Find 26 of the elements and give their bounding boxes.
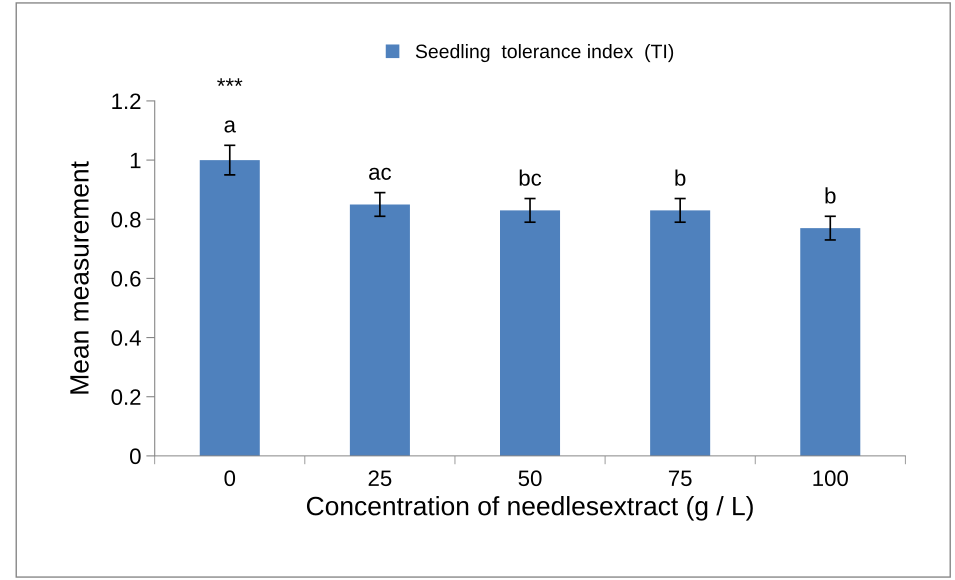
x-tick-label: 25 xyxy=(368,470,392,486)
y-tick-label: 0 xyxy=(130,448,141,464)
legend-label: Seedling tolerance index (TI) xyxy=(416,44,674,62)
bar xyxy=(650,210,710,456)
bar xyxy=(500,210,560,456)
y-tick-label: 1.2 xyxy=(112,93,140,109)
annotation: bc xyxy=(520,169,542,186)
text: *** xyxy=(217,78,242,86)
x-tick-label: 0 xyxy=(224,470,236,486)
y-tick-label: 0.2 xyxy=(111,389,140,405)
x-axis-title: Concentration of needlesextract (g / L) xyxy=(306,496,753,521)
annotation: ac xyxy=(369,168,392,180)
y-tick-label: 1 xyxy=(130,152,140,168)
annotation: b xyxy=(675,169,686,186)
bar xyxy=(800,228,860,456)
y-tick-label: 0.8 xyxy=(111,212,141,228)
x-tick-label: 50 xyxy=(518,470,542,486)
bar xyxy=(200,160,260,456)
x-tick-label: 100 xyxy=(813,470,848,486)
y-tick-label: 0.6 xyxy=(111,270,141,287)
annotation: b xyxy=(826,187,836,204)
y-axis-title: Mean measurement xyxy=(70,161,89,394)
y-tick-label: 0.4 xyxy=(111,330,141,346)
x-tick-label: 75 xyxy=(668,470,692,486)
bar xyxy=(350,204,410,456)
annotation: a xyxy=(224,120,236,133)
